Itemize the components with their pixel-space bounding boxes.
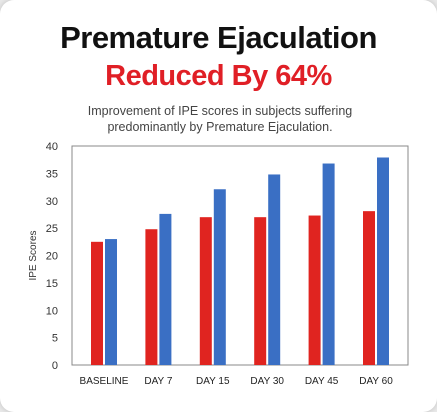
y-tick-label: 30 [46, 196, 58, 208]
x-tick-label: DAY 60 [359, 376, 393, 387]
bar-blue [213, 189, 226, 365]
x-tick-label: BASELINE [80, 376, 129, 387]
bar-red [91, 241, 103, 365]
bars [91, 157, 389, 365]
y-tick-label: 40 [46, 141, 58, 153]
bar-red [145, 229, 158, 365]
y-tick-label: 25 [46, 223, 58, 235]
bar-red [254, 217, 267, 365]
bar-red [363, 211, 375, 365]
bar-red [308, 215, 321, 365]
y-tick-label: 0 [52, 360, 58, 372]
bar-blue [377, 157, 389, 365]
y-axis-title: IPE Scores [28, 230, 39, 280]
bar-blue [159, 213, 172, 365]
bar-blue [105, 239, 117, 365]
x-tick-label: DAY 15 [196, 376, 230, 387]
y-tick-label: 35 [46, 168, 58, 180]
y-tick-label: 10 [46, 305, 58, 317]
bar-blue [268, 174, 281, 365]
y-tick-label: 5 [52, 333, 58, 345]
headline-highlight: Reduced By 64% [105, 60, 332, 92]
plot-frame [71, 145, 409, 366]
headline: Premature Ejaculation [60, 20, 377, 55]
y-tick-label: 15 [46, 278, 58, 290]
x-axis-ticks: BASELINE DAY 7 DAY 15 DAY 30 DAY 45 DAY 60 [80, 376, 394, 387]
x-tick-label: DAY 45 [305, 376, 339, 387]
chart-subtitle: Improvement of IPE scores in subjects su… [87, 104, 353, 134]
x-tick-label: DAY 7 [144, 376, 172, 387]
bar-red [199, 217, 212, 365]
y-tick-label: 20 [46, 251, 58, 263]
bar-blue [322, 163, 335, 365]
x-tick-label: DAY 30 [250, 376, 284, 387]
y-axis-ticks: 0 5 10 15 20 25 30 35 40 [46, 141, 58, 372]
